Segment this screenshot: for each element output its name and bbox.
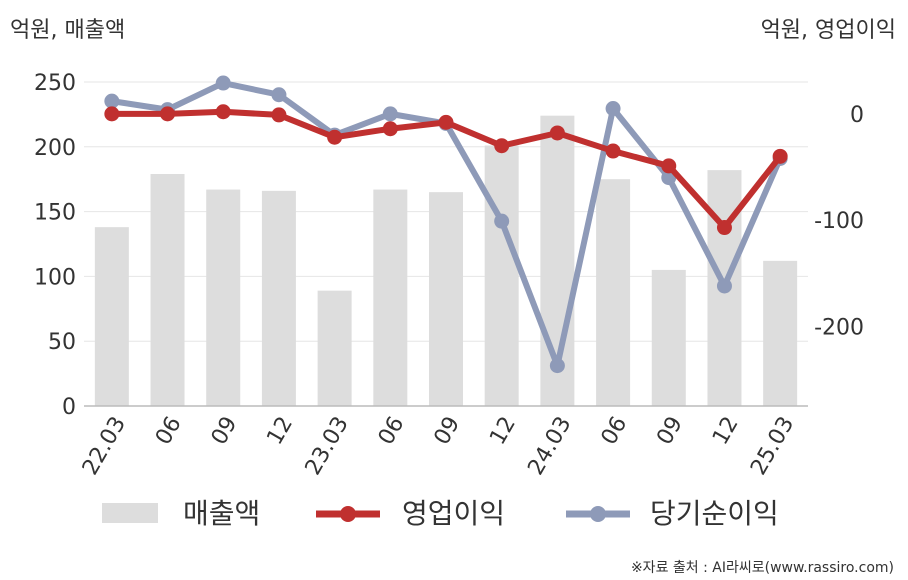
x-tick-label: 09 bbox=[652, 413, 688, 450]
point-operating-profit bbox=[160, 106, 176, 122]
x-tick-label: 06 bbox=[374, 413, 410, 450]
point-net-income bbox=[716, 278, 732, 294]
bar-revenue bbox=[484, 145, 519, 406]
x-tick-label: 25.03 bbox=[746, 413, 799, 480]
left-tick-label: 50 bbox=[48, 330, 76, 355]
left-tick-label: 200 bbox=[34, 136, 76, 161]
right-tick-label: 0 bbox=[850, 103, 864, 128]
legend-label-revenue: 매출액 bbox=[183, 497, 260, 530]
point-operating-profit bbox=[438, 114, 454, 130]
point-operating-profit bbox=[215, 104, 231, 120]
point-operating-profit bbox=[661, 158, 677, 174]
x-tick-label: 09 bbox=[207, 413, 243, 450]
left-axis-ticks: 0 50 100 150 200 250 bbox=[34, 71, 76, 420]
right-axis-unit: 억원, 영업이익 bbox=[761, 18, 896, 43]
bar-revenue bbox=[261, 190, 296, 406]
point-net-income bbox=[215, 75, 231, 91]
bar-revenue bbox=[651, 269, 686, 406]
point-operating-profit bbox=[605, 143, 621, 159]
point-operating-profit bbox=[271, 107, 287, 123]
x-tick-label: 12 bbox=[262, 413, 298, 450]
legend-label-operating: 영업이익 bbox=[402, 497, 505, 530]
left-tick-label: 250 bbox=[34, 71, 76, 96]
right-tick-label: -100 bbox=[814, 209, 864, 234]
bar-revenue bbox=[429, 192, 463, 406]
point-operating-profit bbox=[327, 129, 343, 145]
x-tick-label: 06 bbox=[597, 413, 633, 450]
x-tick-label: 09 bbox=[430, 413, 466, 450]
left-tick-label: 100 bbox=[34, 265, 76, 290]
point-net-income bbox=[549, 358, 565, 374]
point-operating-profit bbox=[494, 138, 510, 154]
legend-swatch-revenue bbox=[102, 503, 158, 523]
point-operating-profit bbox=[382, 121, 398, 137]
x-tick-label: 22.03 bbox=[78, 413, 131, 480]
source-credit: ※자료 출처 : AI라씨로(www.rassiro.com) bbox=[631, 560, 894, 576]
point-net-income bbox=[494, 213, 510, 229]
bar-revenue bbox=[206, 189, 241, 406]
legend-marker-net bbox=[590, 506, 606, 522]
legend-label-net: 당기순이익 bbox=[650, 497, 779, 530]
profit-lines bbox=[104, 75, 788, 374]
right-axis-ticks: 0 -100 -200 bbox=[814, 103, 864, 340]
left-tick-label: 0 bbox=[62, 395, 76, 420]
x-tick-label: 06 bbox=[151, 413, 187, 450]
left-tick-label: 150 bbox=[34, 201, 76, 226]
bar-revenue bbox=[373, 189, 408, 406]
x-tick-label: 24.03 bbox=[523, 413, 576, 480]
point-operating-profit bbox=[549, 125, 565, 141]
point-operating-profit bbox=[772, 148, 788, 164]
point-operating-profit bbox=[716, 220, 732, 236]
left-axis-unit: 억원, 매출액 bbox=[10, 18, 125, 43]
legend-marker-operating bbox=[340, 506, 356, 522]
point-net-income bbox=[605, 101, 621, 117]
x-tick-label: 12 bbox=[485, 413, 521, 450]
right-tick-label: -200 bbox=[814, 315, 864, 340]
x-tick-label: 12 bbox=[708, 413, 744, 450]
bar-revenue bbox=[150, 174, 185, 406]
bar-revenue bbox=[317, 290, 352, 406]
bar-revenue bbox=[763, 260, 798, 406]
bar-revenue bbox=[596, 179, 631, 406]
point-net-income bbox=[104, 93, 120, 109]
bar-revenue bbox=[94, 227, 129, 406]
x-axis-ticks: 22.03 06 09 12 23.03 06 09 12 24.03 06 09 12 25.03 bbox=[78, 413, 799, 480]
point-net-income bbox=[382, 106, 398, 122]
legend: 매출액 영업이익 당기순이익 bbox=[102, 497, 779, 530]
revenue-bars bbox=[94, 115, 798, 407]
x-tick-label: 23.03 bbox=[301, 413, 354, 480]
point-operating-profit bbox=[104, 106, 120, 122]
point-net-income bbox=[271, 87, 287, 103]
